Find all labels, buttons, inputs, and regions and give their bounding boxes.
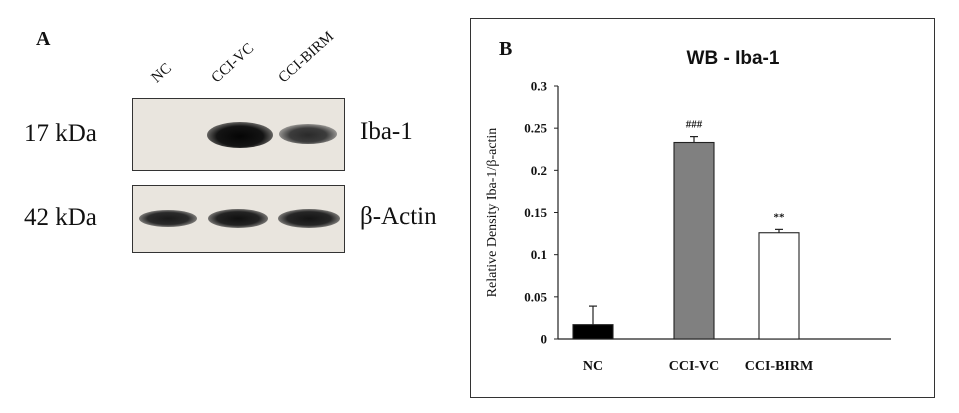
iba1-kda-label: 17 kDa — [24, 120, 97, 147]
iba1-label: Iba-1 — [360, 118, 413, 145]
bar-chart: B WB - Iba-1 0 0.05 0.1 0.15 0.2 0.25 0.3 Relativ… — [485, 38, 891, 374]
lane-label-nc: NC — [148, 60, 175, 87]
y-tick-label: 0 — [541, 332, 548, 347]
bar-cci-vc — [673, 141, 715, 340]
y-tick-label: 0.15 — [524, 205, 547, 220]
y-tick-label: 0.25 — [524, 121, 547, 136]
bar-cci-birm — [758, 232, 800, 340]
iba1-band-cci-vc — [207, 122, 273, 148]
iba1-band-cci-birm — [279, 124, 337, 144]
actin-band-cci-birm — [278, 209, 340, 228]
significance-label: ** — [774, 211, 786, 223]
lane-label-cci-birm: CCI-BIRM — [275, 28, 338, 87]
y-axis-label: Relative Density Iba-1/β-actin — [485, 128, 500, 298]
panel-b-letter: B — [499, 38, 512, 60]
x-tick-label: CCI-VC — [669, 359, 720, 374]
actin-band-cci-vc — [208, 209, 268, 228]
chart-title: WB - Iba-1 — [687, 48, 780, 69]
x-tick-label: NC — [583, 359, 603, 374]
lane-label-cci-vc: CCI-VC — [208, 40, 258, 87]
actin-kda-label: 42 kDa — [24, 204, 97, 231]
x-tick-label: CCI-BIRM — [745, 359, 813, 374]
y-tick-label: 0.2 — [531, 163, 547, 178]
iba1-blot — [132, 98, 345, 171]
y-tick-label: 0.3 — [531, 79, 548, 94]
actin-band-nc — [139, 210, 197, 227]
chart-panel-b: B WB - Iba-1 0 0.05 0.1 0.15 0.2 0.25 0.3 Relativ… — [470, 18, 935, 398]
panel-a-letter: A — [36, 28, 51, 50]
actin-label: β-Actin — [360, 203, 437, 230]
y-tick-label: 0.05 — [524, 289, 547, 304]
bar-nc — [572, 324, 614, 340]
actin-blot — [132, 185, 345, 253]
significance-label: ### — [686, 119, 703, 131]
y-tick-label: 0.1 — [531, 247, 547, 262]
